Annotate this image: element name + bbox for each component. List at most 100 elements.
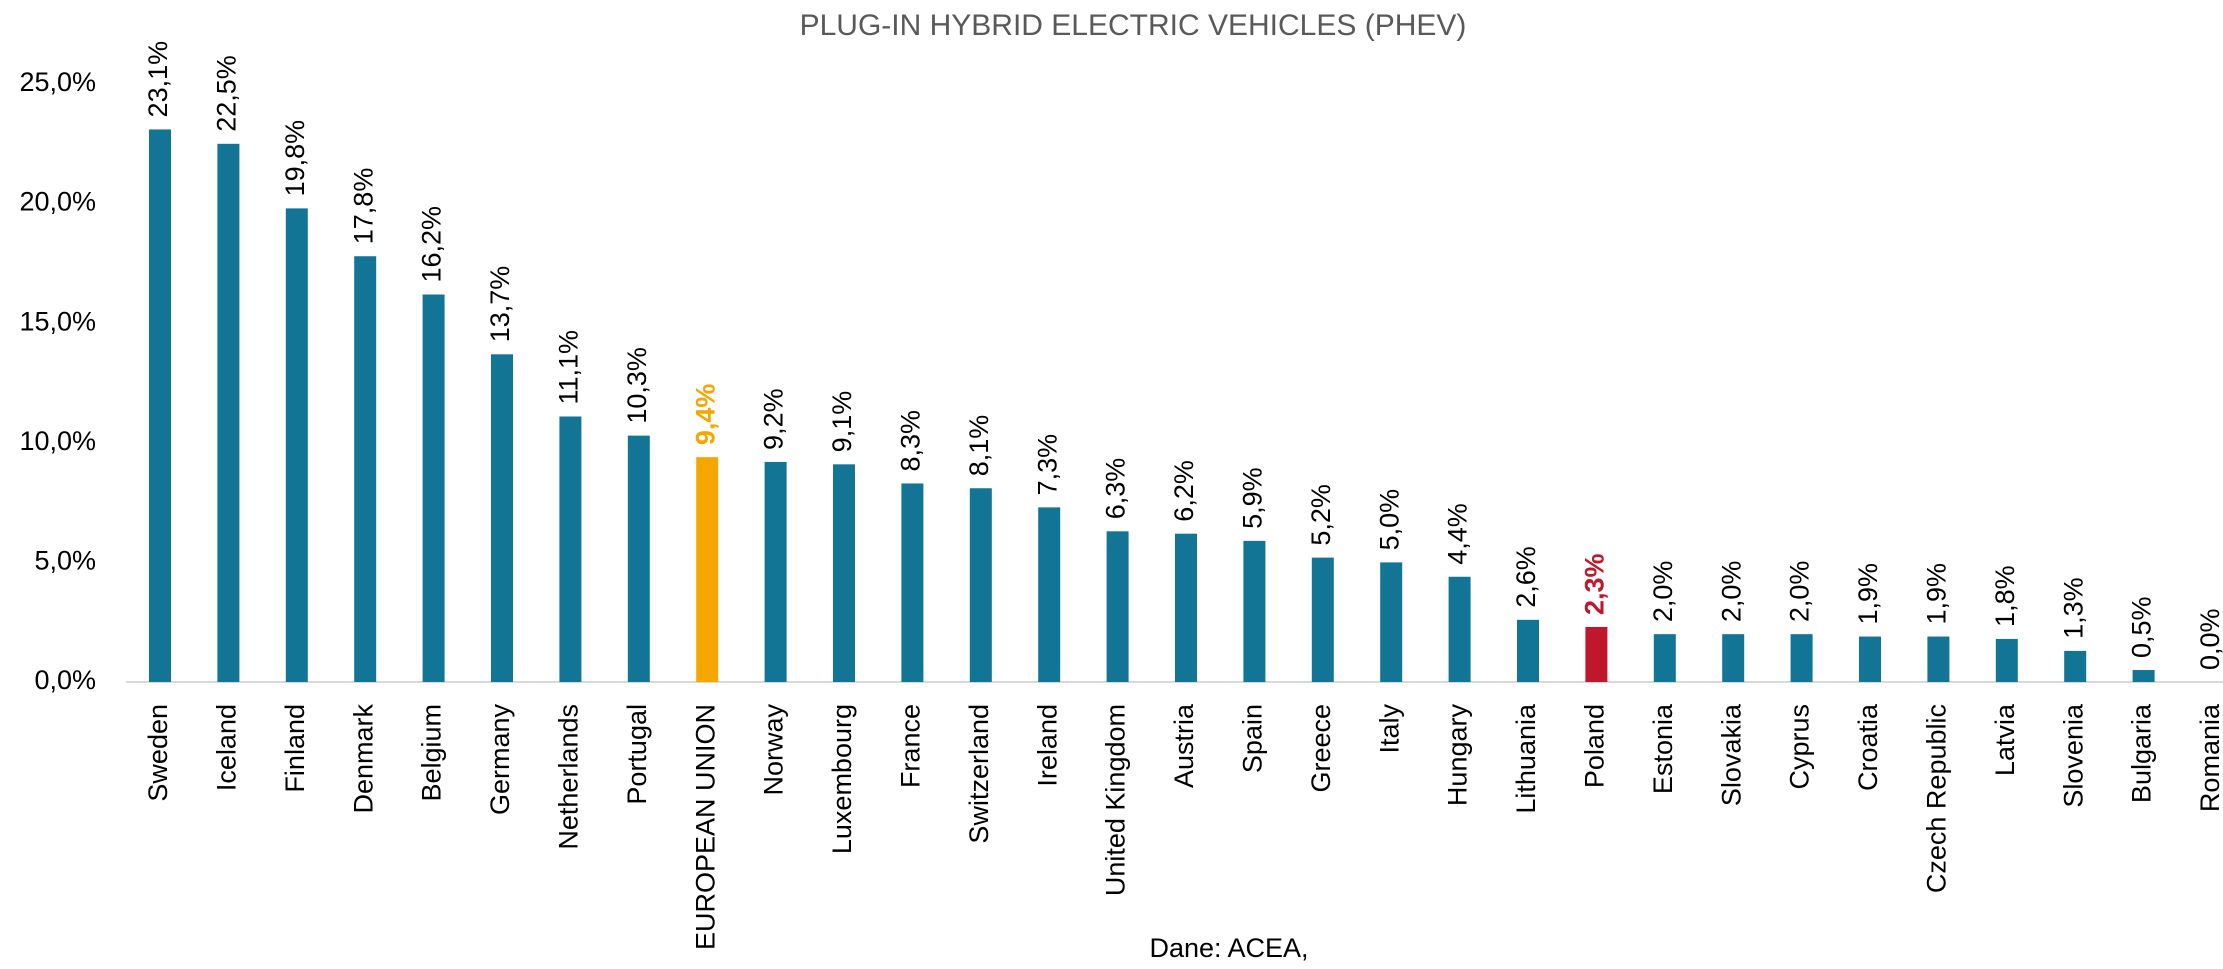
data-label: 23,1%	[143, 41, 173, 118]
data-label: 4,4%	[1443, 503, 1473, 565]
data-label: 17,8%	[348, 168, 378, 245]
bar	[422, 294, 445, 682]
bar	[833, 464, 855, 682]
data-label: 9,4%	[690, 384, 720, 446]
data-label: 9,2%	[759, 388, 789, 450]
x-tick-label: Luxembourg	[827, 704, 857, 854]
x-tick-label: France	[896, 704, 926, 788]
data-label: 5,0%	[1374, 489, 1404, 551]
x-tick-label: Lithuania	[1511, 703, 1541, 814]
x-tick-label: Denmark	[348, 704, 378, 814]
y-tick-label: 15,0%	[19, 306, 96, 336]
x-tick-label: Italy	[1374, 704, 1404, 754]
data-label: 1,8%	[1990, 565, 2020, 627]
bar	[217, 143, 240, 683]
bar	[1038, 507, 1061, 682]
x-tick-label: Latvia	[1990, 703, 2020, 776]
x-tick-label: Belgium	[417, 704, 447, 802]
x-tick-label: Croatia	[1853, 703, 1883, 791]
bar	[1927, 636, 1950, 682]
bar	[764, 461, 787, 682]
bar	[1243, 540, 1266, 682]
bar	[285, 208, 308, 682]
y-tick-label: 10,0%	[19, 426, 96, 456]
bar	[2132, 670, 2155, 682]
bar	[1995, 638, 2018, 682]
bar	[696, 457, 719, 682]
source-note: Dane: ACEA,	[1149, 933, 1308, 963]
bar	[2064, 650, 2087, 682]
data-label: 6,3%	[1101, 458, 1131, 520]
bar	[1311, 557, 1334, 682]
y-tick-label: 20,0%	[19, 187, 96, 217]
x-tick-label: Finland	[280, 704, 310, 793]
data-label: 8,1%	[964, 415, 994, 477]
x-tick-label: Switzerland	[964, 704, 994, 844]
x-tick-label: Ireland	[1032, 704, 1062, 787]
x-tick-label: Slovenia	[2058, 703, 2088, 808]
bar	[1585, 626, 1608, 682]
data-label: 5,2%	[1306, 484, 1336, 546]
bar	[559, 416, 582, 682]
bar	[1517, 619, 1539, 682]
x-tick-label: Cyprus	[1785, 704, 1815, 790]
data-label: 0,0%	[2195, 608, 2223, 670]
x-tick-label: Iceland	[212, 704, 242, 791]
x-tick-label: Czech Republic	[1922, 704, 1952, 893]
x-tick-label: Bulgaria	[2127, 703, 2157, 803]
x-tick-label: Germany	[485, 704, 515, 816]
data-label: 1,3%	[2058, 577, 2088, 639]
x-tick-label: Portugal	[622, 704, 652, 805]
data-label: 2,0%	[1785, 561, 1815, 623]
bar	[1859, 636, 1881, 682]
bar	[901, 483, 924, 682]
data-label: 10,3%	[622, 347, 652, 424]
data-label: 13,7%	[485, 266, 515, 343]
data-label: 2,0%	[1716, 561, 1746, 623]
bar	[149, 129, 171, 682]
data-label: 22,5%	[212, 55, 242, 132]
bar	[354, 256, 377, 682]
data-label: 2,0%	[1648, 561, 1678, 623]
bar	[1175, 533, 1197, 682]
data-label: 11,1%	[554, 330, 584, 405]
x-tick-label: Romania	[2195, 703, 2223, 812]
x-tick-label: Estonia	[1648, 703, 1678, 794]
bar	[1722, 634, 1745, 682]
bar	[969, 488, 992, 682]
data-label: 6,2%	[1169, 460, 1199, 522]
data-label: 0,5%	[2127, 596, 2157, 658]
x-tick-label: Hungary	[1443, 704, 1473, 807]
bar	[1653, 634, 1676, 682]
data-label: 16,2%	[417, 206, 447, 283]
data-label: 2,6%	[1511, 546, 1541, 608]
bar	[1790, 634, 1813, 682]
bar	[491, 354, 513, 682]
bar	[1380, 562, 1403, 682]
bar	[1106, 531, 1129, 682]
y-tick-label: 0,0%	[34, 665, 96, 695]
x-tick-label: United Kingdom	[1101, 704, 1131, 896]
y-tick-label: 25,0%	[19, 67, 96, 97]
x-tick-label: Poland	[1580, 704, 1610, 788]
data-label: 1,9%	[1853, 563, 1883, 625]
chart-title: PLUG-IN HYBRID ELECTRIC VEHICLES (PHEV)	[800, 9, 1467, 42]
x-tick-label: Norway	[759, 704, 789, 796]
x-tick-label: Sweden	[143, 704, 173, 802]
data-label: 19,8%	[280, 120, 310, 197]
y-tick-label: 5,0%	[34, 546, 96, 576]
data-label: 5,9%	[1238, 467, 1268, 529]
x-tick-label: Slovakia	[1716, 703, 1746, 806]
x-tick-label: Austria	[1169, 703, 1199, 788]
data-label: 7,3%	[1032, 434, 1062, 496]
data-label: 2,3%	[1580, 553, 1610, 615]
bar	[1448, 576, 1471, 682]
x-tick-label: EUROPEAN UNION	[690, 704, 720, 950]
data-label: 1,9%	[1922, 563, 1952, 625]
bar	[627, 435, 650, 682]
data-label: 9,1%	[827, 391, 857, 453]
x-tick-label: Spain	[1238, 704, 1268, 773]
data-label: 8,3%	[896, 410, 926, 472]
x-tick-label: Greece	[1306, 704, 1336, 793]
